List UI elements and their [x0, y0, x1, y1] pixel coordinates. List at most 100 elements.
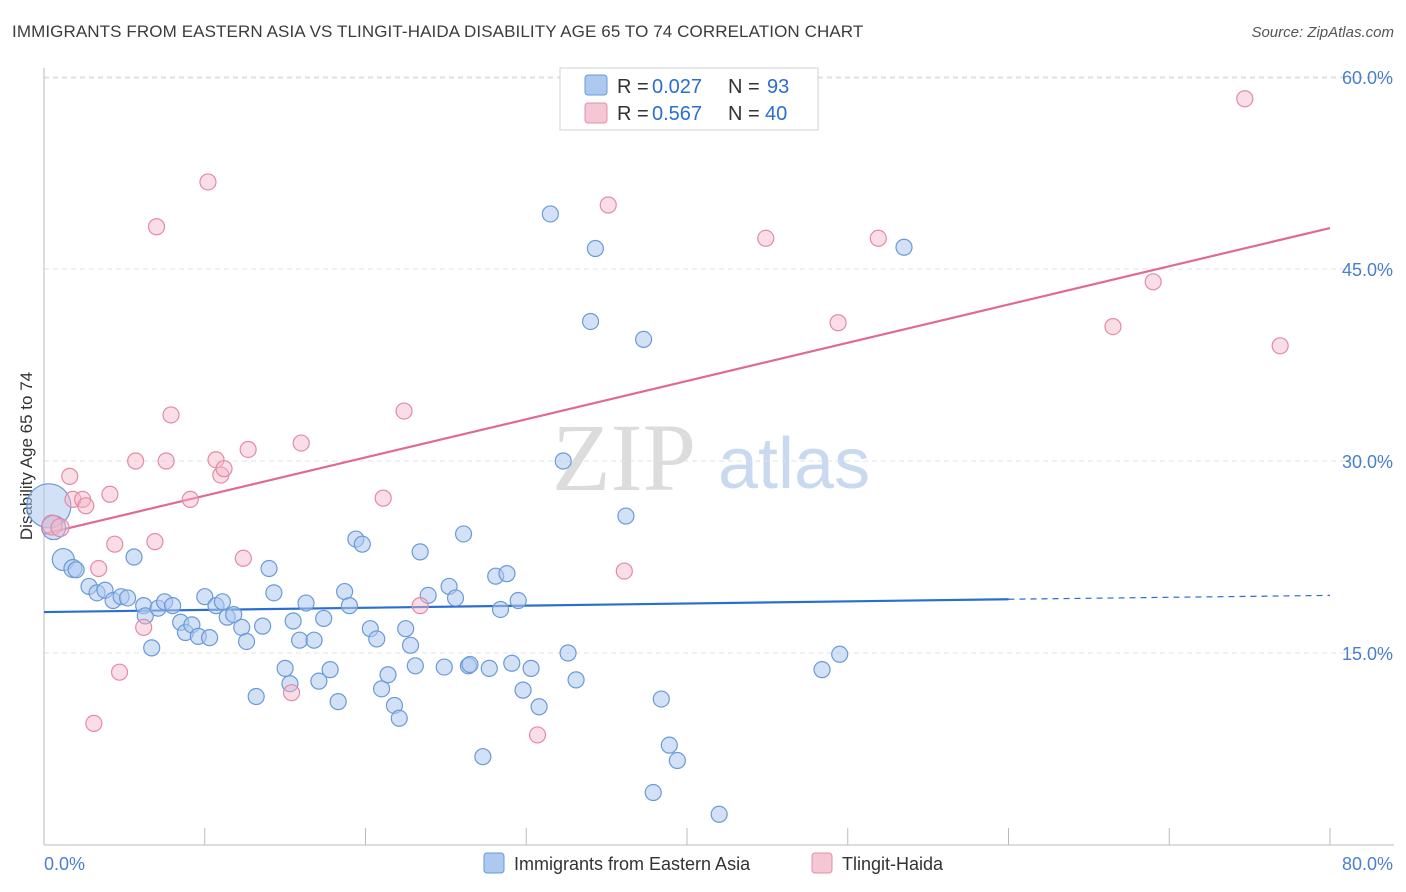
point-eastern-asia [329, 693, 347, 711]
point-tlingit-haida [181, 490, 199, 508]
chart-title: IMMIGRANTS FROM EASTERN ASIA VS TLINGIT-… [12, 22, 864, 41]
point-eastern-asia [284, 612, 302, 630]
point-eastern-asia [290, 631, 309, 649]
point-tlingit-haida [1271, 337, 1289, 355]
point-eastern-asia [164, 597, 182, 615]
point-eastern-asia [652, 690, 670, 708]
point-tlingit-haida [147, 218, 166, 236]
legend-r-label-2: R = [617, 103, 649, 125]
point-tlingit-haida [411, 597, 429, 615]
point-eastern-asia [276, 659, 294, 677]
point-eastern-asia [668, 751, 686, 770]
point-eastern-asia [200, 629, 219, 647]
point-eastern-asia [213, 593, 232, 611]
point-eastern-asia [237, 632, 256, 651]
point-eastern-asia [617, 507, 635, 525]
point-tlingit-haida [239, 440, 257, 459]
point-eastern-asia [401, 636, 420, 654]
point-eastern-asia [509, 591, 527, 610]
legend-swatch-blue [584, 74, 608, 96]
point-tlingit-haida [829, 314, 847, 332]
point-eastern-asia [143, 639, 161, 657]
legend-n-value-2: 40 [765, 103, 787, 125]
point-eastern-asia [530, 698, 548, 716]
point-eastern-asia [260, 559, 278, 578]
legend-swatch-pink [584, 102, 608, 124]
point-eastern-asia [567, 671, 585, 689]
point-tlingit-haida [162, 406, 180, 424]
point-eastern-asia [353, 535, 371, 553]
chart-source: Source: ZipAtlas.com [1251, 24, 1394, 41]
point-eastern-asia [390, 709, 408, 727]
point-eastern-asia [498, 565, 516, 583]
point-eastern-asia [660, 736, 678, 754]
legend-r-value-2: 0.567 [652, 103, 702, 125]
point-eastern-asia [522, 659, 540, 677]
point-tlingit-haida [110, 663, 129, 681]
point-eastern-asia [831, 645, 849, 663]
y-tick-label: 15.0% [1342, 644, 1393, 664]
point-eastern-asia [265, 584, 283, 602]
point-tlingit-haida [90, 559, 108, 578]
legend-r-value-1: 0.027 [652, 76, 702, 98]
bottom-legend-swatch-pink [811, 852, 833, 874]
point-tlingit-haida [292, 434, 310, 452]
point-tlingit-haida [234, 549, 252, 567]
point-eastern-asia [118, 589, 137, 607]
point-eastern-asia [310, 672, 328, 690]
trend-lines [43, 226, 1331, 614]
point-eastern-asia [454, 525, 473, 543]
point-eastern-asia [67, 561, 85, 579]
point-tlingit-haida [199, 173, 217, 191]
point-eastern-asia [813, 661, 831, 679]
bottom-legend-label-pink: Tlingit-Haida [842, 854, 944, 874]
point-eastern-asia [644, 783, 662, 802]
watermark-zip: ZIP [552, 404, 696, 511]
point-tlingit-haida [215, 460, 233, 478]
bottom-legend: Immigrants from Eastern Asia Tlingit-Hai… [483, 852, 944, 874]
legend-r-label-1: R = [617, 76, 649, 98]
watermark-atlas: atlas [718, 424, 870, 504]
point-eastern-asia [503, 654, 521, 672]
point-eastern-asia [491, 600, 510, 619]
point-eastern-asia [254, 617, 272, 635]
grid-lines [44, 76, 1394, 654]
bottom-legend-swatch-blue [483, 852, 505, 874]
point-eastern-asia [397, 620, 415, 638]
trend-line-tlingit-haida [43, 226, 1331, 536]
point-eastern-asia [710, 805, 728, 823]
scatter-points [26, 90, 1289, 823]
legend-n-label-2: N = [728, 103, 760, 125]
point-eastern-asia [559, 644, 577, 662]
point-tlingit-haida [374, 489, 392, 507]
bottom-legend-label-blue: Immigrants from Eastern Asia [514, 854, 751, 874]
point-eastern-asia [435, 658, 453, 676]
point-eastern-asia [895, 238, 913, 256]
point-eastern-asia [634, 330, 653, 348]
point-tlingit-haida [50, 517, 70, 538]
trend-line-eastern-asia-extension [1008, 594, 1331, 600]
point-eastern-asia [379, 666, 397, 684]
point-tlingit-haida [61, 467, 79, 485]
point-eastern-asia [480, 659, 498, 677]
x-ticks [204, 828, 1331, 845]
y-tick-label: 60.0% [1342, 68, 1393, 88]
point-tlingit-haida [85, 714, 103, 733]
legend-n-value-1: 93 [767, 76, 789, 98]
y-tick-labels: 15.0% 30.0% 45.0% 60.0% [1342, 68, 1393, 664]
point-tlingit-haida [757, 229, 775, 247]
point-eastern-asia [581, 312, 600, 331]
point-eastern-asia [321, 661, 339, 679]
x-tick-label-min: 0.0% [44, 854, 85, 874]
point-tlingit-haida [157, 452, 175, 470]
point-eastern-asia [554, 452, 572, 470]
point-eastern-asia [446, 589, 465, 607]
trend-line-eastern-asia [43, 598, 1009, 614]
y-tick-label: 45.0% [1342, 260, 1393, 280]
point-eastern-asia [541, 205, 559, 223]
point-eastern-asia [406, 657, 424, 675]
point-tlingit-haida [146, 533, 164, 551]
point-eastern-asia [514, 681, 532, 699]
point-tlingit-haida [106, 535, 124, 553]
